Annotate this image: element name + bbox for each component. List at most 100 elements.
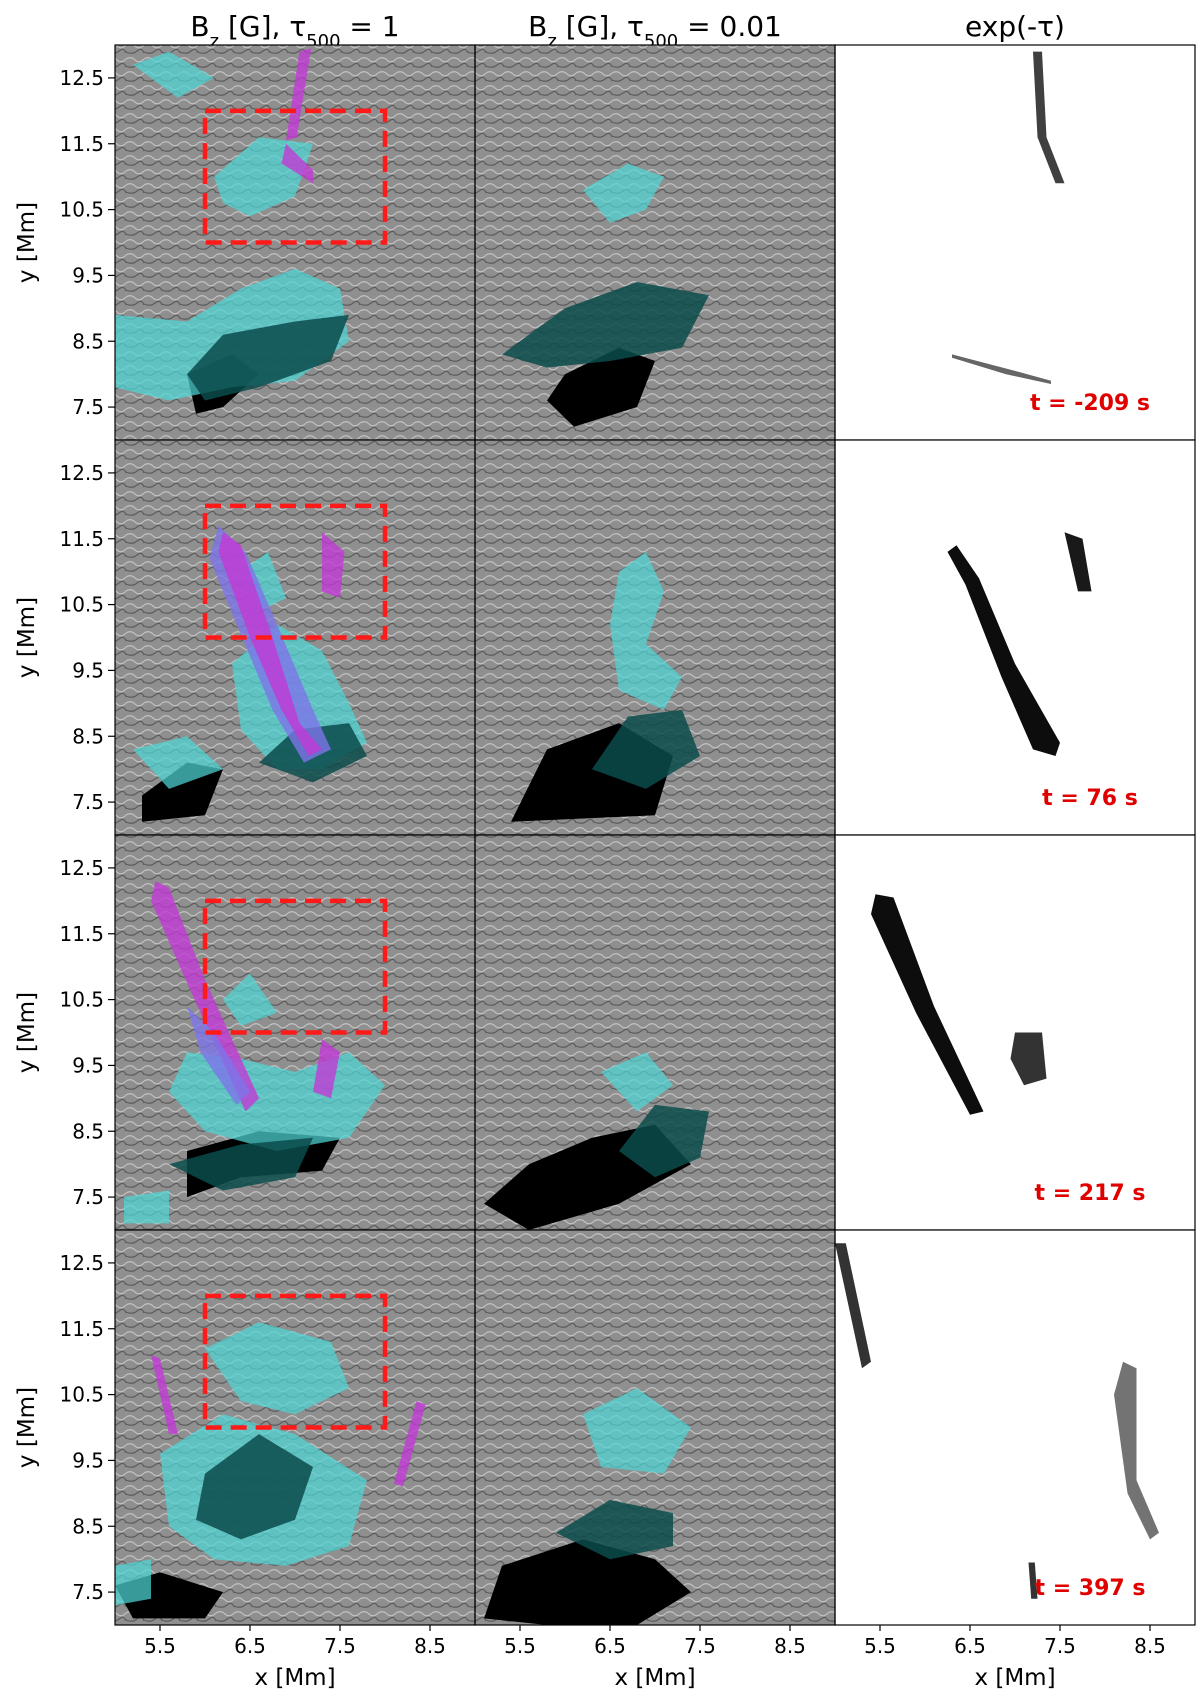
- absorbing-feature: [947, 545, 1060, 756]
- opacity-background: [835, 1230, 1195, 1625]
- y-tick-label: 9.5: [72, 263, 104, 287]
- x-tick-label: 7.5: [684, 1634, 716, 1658]
- x-tick-label: 8.5: [1134, 1634, 1166, 1658]
- y-axis-label: y [Mm]: [14, 1387, 40, 1468]
- y-tick-label: 7.5: [72, 1185, 104, 1209]
- x-tick-label: 5.5: [144, 1634, 176, 1658]
- strong-field-patch: [142, 762, 223, 822]
- teal-contour-region: [592, 709, 700, 789]
- y-tick-label: 8.5: [72, 1514, 104, 1538]
- panel-bz-tau1-row-1: [115, 45, 475, 440]
- y-tick-label: 10.5: [59, 198, 104, 222]
- time-label: t = 76 s: [1042, 786, 1138, 811]
- title-part: B: [528, 10, 547, 43]
- cyan-contour-region: [133, 736, 223, 789]
- region-box: [202, 1293, 388, 1430]
- jet-overlay-magenta: [322, 532, 345, 598]
- absorbing-feature: [1114, 1361, 1159, 1540]
- panel-bz-tau1-row-4: [115, 1230, 475, 1625]
- absorbing-feature: [835, 1243, 871, 1369]
- title-part: [G],: [219, 10, 289, 43]
- jet-overlay-blue_purple: [187, 1006, 250, 1105]
- teal-contour-region: [187, 314, 349, 401]
- absorbing-feature: [952, 354, 1051, 384]
- y-tick-label: 12.5: [59, 461, 104, 485]
- title-part: = 1: [341, 10, 400, 43]
- jet-overlay-magenta: [151, 1355, 178, 1435]
- cyan-contour-region: [583, 163, 664, 223]
- panel-bz-tau001-row-2: [475, 440, 835, 835]
- cyan-contour-region: [205, 1322, 349, 1415]
- title-part: τ: [627, 10, 644, 43]
- y-tick-label: 7.5: [72, 790, 104, 814]
- x-axis-label: x [Mm]: [974, 1665, 1055, 1691]
- panel-frame: [834, 1229, 1196, 1626]
- y-tick-label: 12.5: [59, 856, 104, 880]
- column-title-1: Bz [G], τ500 = 1: [190, 10, 399, 52]
- y-tick-label: 10.5: [59, 593, 104, 617]
- title-part: exp(-τ): [965, 10, 1065, 43]
- region-box: [202, 898, 388, 1035]
- time-label: t = -209 s: [1030, 391, 1150, 416]
- panel-bz-tau001-row-3: [475, 835, 835, 1230]
- absorbing-feature: [1033, 51, 1065, 184]
- y-axis-label: y [Mm]: [14, 992, 40, 1073]
- column-title-2: Bz [G], τ500 = 0.01: [528, 10, 782, 52]
- title-subscript: z: [210, 31, 219, 52]
- jet-overlay-magenta: [286, 48, 312, 141]
- y-tick-label: 9.5: [72, 1053, 104, 1077]
- cyan-contour-region: [115, 1559, 151, 1606]
- region-box: [202, 108, 388, 245]
- teal-contour-region: [196, 1434, 313, 1540]
- x-tick-label: 5.5: [864, 1634, 896, 1658]
- cyan-contour-region: [133, 51, 214, 98]
- region-box: [202, 503, 388, 640]
- y-tick-label: 7.5: [72, 395, 104, 419]
- teal-contour-region: [556, 1499, 673, 1560]
- x-tick-label: 8.5: [414, 1634, 446, 1658]
- jet-overlay-magenta: [218, 532, 322, 756]
- teal-contour-region: [619, 1104, 709, 1178]
- title-part: [G],: [557, 10, 627, 43]
- x-axis-label: x [Mm]: [614, 1665, 695, 1691]
- y-tick-label: 7.5: [72, 1580, 104, 1604]
- strong-field-patch: [484, 1539, 691, 1625]
- panel-bz-tau001-row-1: [475, 45, 835, 440]
- x-tick-label: 6.5: [954, 1634, 986, 1658]
- cyan-contour-region: [583, 1388, 691, 1474]
- cyan-contour-region: [601, 1052, 673, 1112]
- y-tick-label: 12.5: [59, 66, 104, 90]
- jet-overlay-magenta: [313, 1039, 340, 1099]
- panel-exp-tau-row-2: [835, 440, 1195, 835]
- y-tick-label: 11.5: [59, 132, 104, 156]
- y-axis-label: y [Mm]: [14, 597, 40, 678]
- x-tick-label: 5.5: [504, 1634, 536, 1658]
- teal-contour-region: [169, 1137, 313, 1191]
- y-tick-label: 8.5: [72, 1119, 104, 1143]
- y-tick-label: 8.5: [72, 329, 104, 353]
- y-tick-label: 12.5: [59, 1251, 104, 1275]
- jet-overlay-magenta: [394, 1401, 426, 1487]
- cyan-contour-region: [610, 551, 682, 710]
- y-tick-label: 8.5: [72, 724, 104, 748]
- panel-exp-tau-row-3: [835, 835, 1195, 1230]
- x-tick-label: 8.5: [774, 1634, 806, 1658]
- y-tick-label: 11.5: [59, 527, 104, 551]
- y-tick-label: 11.5: [59, 922, 104, 946]
- panel-bz-tau001-row-4: [475, 1230, 835, 1625]
- absorbing-feature: [1064, 532, 1092, 592]
- column-title-3: exp(-τ): [965, 10, 1065, 43]
- y-axis-label: y [Mm]: [14, 202, 40, 283]
- absorbing-feature: [871, 894, 984, 1115]
- title-part: τ: [289, 10, 306, 43]
- title-part: B: [190, 10, 209, 43]
- opacity-background: [835, 45, 1195, 440]
- opacity-background: [835, 440, 1195, 835]
- title-part: = 0.01: [678, 10, 782, 43]
- x-axis-label: x [Mm]: [254, 1665, 335, 1691]
- title-subscript: z: [547, 31, 556, 52]
- x-tick-label: 7.5: [1044, 1634, 1076, 1658]
- x-tick-label: 6.5: [234, 1634, 266, 1658]
